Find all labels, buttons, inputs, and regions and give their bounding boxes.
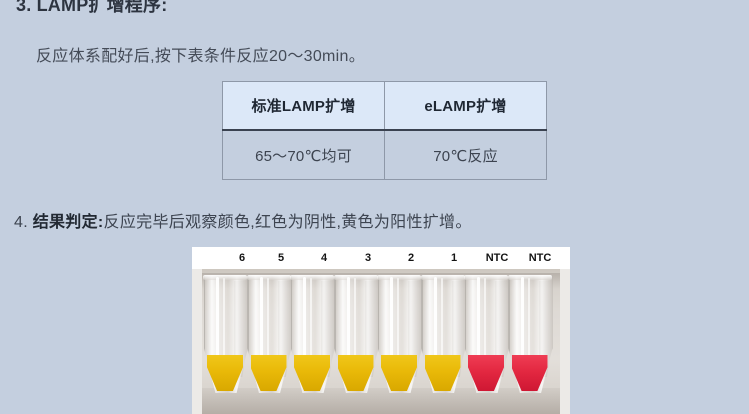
tube-highlight — [520, 277, 524, 363]
tube-highlight-secondary — [266, 278, 269, 356]
photo-scene — [192, 269, 570, 414]
table-header-elamp: eLAMP扩增 — [384, 81, 547, 131]
tube-highlight-secondary — [397, 278, 399, 356]
tube-label-4: 4 — [320, 252, 328, 264]
tube-highlight — [477, 277, 480, 363]
pcr-tube-3 — [333, 275, 379, 393]
tube-label-1: 1 — [450, 252, 458, 264]
tube-rim — [464, 275, 508, 280]
tube-label-ntc-2: NTC — [528, 252, 552, 264]
section-4-label: 结果判定: — [32, 214, 104, 231]
table-cell-standard-lamp-temp: 65～70℃均可 — [222, 129, 385, 180]
tube-highlight-secondary — [223, 278, 225, 356]
tube-label-bar: 6 5 4 3 2 1 NTC NTC — [192, 247, 570, 269]
section-3-intro-text: 反应体系配好后,按下表条件反应20～30min。 — [36, 48, 366, 65]
section-4-text: 反应完毕后观察颜色,红色为阴性,黄色为阳性扩增。 — [103, 214, 472, 231]
tube-label-3: 3 — [364, 252, 372, 264]
pcr-tube-ntc — [464, 275, 509, 393]
pcr-tube-ntc — [507, 275, 553, 393]
pcr-tube-row — [203, 275, 558, 395]
pcr-tube-4 — [290, 275, 335, 393]
tube-highlight-secondary — [310, 278, 312, 356]
tube-rim — [377, 275, 421, 280]
section-4-line: 4. 结果判定:反应完毕后观察颜色,红色为阴性,黄色为阳性扩增。 — [14, 208, 472, 232]
pcr-tube-5 — [246, 275, 292, 393]
tube-rim — [290, 275, 334, 280]
table-header-standard-lamp: 标准LAMP扩增 — [222, 81, 385, 131]
tube-highlight-secondary — [484, 278, 486, 356]
tube-highlight — [390, 277, 393, 363]
scene-floor — [192, 388, 570, 414]
table-header-row: 标准LAMP扩增 eLAMP扩增 — [222, 81, 547, 131]
result-photo: 6 5 4 3 2 1 NTC NTC — [192, 247, 570, 414]
tube-rim — [507, 275, 552, 280]
photo-margin-right — [560, 269, 570, 414]
amplification-condition-table: 标准LAMP扩增 eLAMP扩增 65～70℃均可 70℃反应 — [222, 81, 547, 180]
photo-margin-left — [192, 269, 202, 414]
pcr-tube-6 — [203, 275, 248, 393]
tube-rim — [333, 275, 378, 280]
tube-highlight — [433, 277, 437, 363]
tube-rim — [246, 275, 291, 280]
table-row: 65～70℃均可 70℃反应 — [222, 129, 547, 180]
tube-highlight-secondary — [353, 278, 356, 356]
tube-highlight — [303, 277, 306, 363]
section-4-number: 4. — [14, 214, 33, 231]
tube-highlight-secondary — [440, 278, 443, 356]
pcr-tube-2 — [377, 275, 422, 393]
tube-highlight — [346, 277, 350, 363]
tube-label-ntc-1: NTC — [485, 252, 509, 264]
section-3-heading: 3. LAMP扩增程序: — [16, 0, 168, 15]
pcr-tube-1 — [420, 275, 466, 393]
tube-label-5: 5 — [277, 252, 285, 264]
tube-rim — [203, 275, 247, 280]
tube-label-6: 6 — [238, 252, 246, 264]
tube-highlight-secondary — [527, 278, 530, 356]
tube-highlight — [216, 277, 219, 363]
table-cell-elamp-temp: 70℃反应 — [384, 129, 547, 180]
tube-rim — [420, 275, 465, 280]
tube-highlight — [259, 277, 263, 363]
tube-label-2: 2 — [407, 252, 415, 264]
